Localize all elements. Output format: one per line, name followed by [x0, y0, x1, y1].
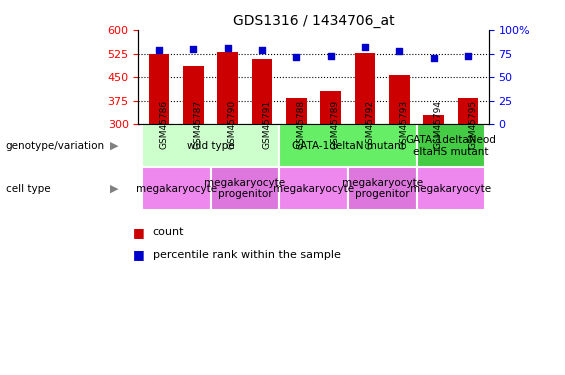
- Text: GSM45790: GSM45790: [228, 100, 237, 149]
- Bar: [149, 54, 170, 124]
- Bar: [218, 52, 238, 124]
- Bar: [142, 124, 279, 167]
- Text: GATA-1deltaNeod
eltaHS mutant: GATA-1deltaNeod eltaHS mutant: [406, 135, 497, 156]
- Bar: [252, 59, 272, 124]
- Text: megakaryocyte: megakaryocyte: [136, 184, 217, 194]
- Text: percentile rank within the sample: percentile rank within the sample: [153, 250, 341, 260]
- Text: megakaryocyte: megakaryocyte: [410, 184, 492, 194]
- Bar: [348, 167, 416, 210]
- Bar: [416, 124, 485, 167]
- Bar: [279, 167, 348, 210]
- Bar: [279, 124, 416, 167]
- Text: megakaryocyte: megakaryocyte: [273, 184, 354, 194]
- Text: GSM45793: GSM45793: [399, 100, 408, 149]
- Text: ▶: ▶: [110, 141, 119, 151]
- Point: [258, 47, 267, 53]
- Bar: [286, 98, 307, 124]
- Point: [464, 53, 473, 59]
- Text: GATA-1deltaN mutant: GATA-1deltaN mutant: [292, 141, 405, 151]
- Text: GSM45786: GSM45786: [159, 100, 168, 149]
- Point: [326, 53, 335, 59]
- Bar: [416, 167, 485, 210]
- Text: GSM45788: GSM45788: [297, 100, 306, 149]
- Text: GSM45787: GSM45787: [193, 100, 202, 149]
- Point: [429, 55, 438, 61]
- Point: [223, 45, 232, 51]
- Text: ■: ■: [133, 249, 145, 261]
- Text: ■: ■: [133, 226, 145, 239]
- Bar: [320, 91, 341, 124]
- Point: [189, 46, 198, 52]
- Point: [292, 54, 301, 60]
- Bar: [355, 53, 375, 124]
- Text: GSM45792: GSM45792: [365, 100, 374, 149]
- Text: count: count: [153, 228, 184, 237]
- Bar: [389, 75, 410, 124]
- Bar: [424, 116, 444, 124]
- Bar: [142, 167, 211, 210]
- Point: [395, 48, 404, 54]
- Text: megakaryocyte
progenitor: megakaryocyte progenitor: [205, 178, 285, 200]
- Point: [360, 44, 370, 50]
- Text: ▶: ▶: [110, 184, 119, 194]
- Text: GSM45794: GSM45794: [434, 100, 443, 149]
- Bar: [183, 66, 203, 124]
- Text: GSM45791: GSM45791: [262, 100, 271, 149]
- Text: GSM45789: GSM45789: [331, 100, 340, 149]
- Text: megakaryocyte
progenitor: megakaryocyte progenitor: [342, 178, 423, 200]
- Point: [154, 47, 163, 53]
- Bar: [458, 98, 479, 124]
- Text: wild type: wild type: [187, 141, 234, 151]
- Text: genotype/variation: genotype/variation: [6, 141, 105, 151]
- Title: GDS1316 / 1434706_at: GDS1316 / 1434706_at: [233, 13, 394, 28]
- Bar: [211, 167, 279, 210]
- Text: GSM45795: GSM45795: [468, 100, 477, 149]
- Text: cell type: cell type: [6, 184, 50, 194]
